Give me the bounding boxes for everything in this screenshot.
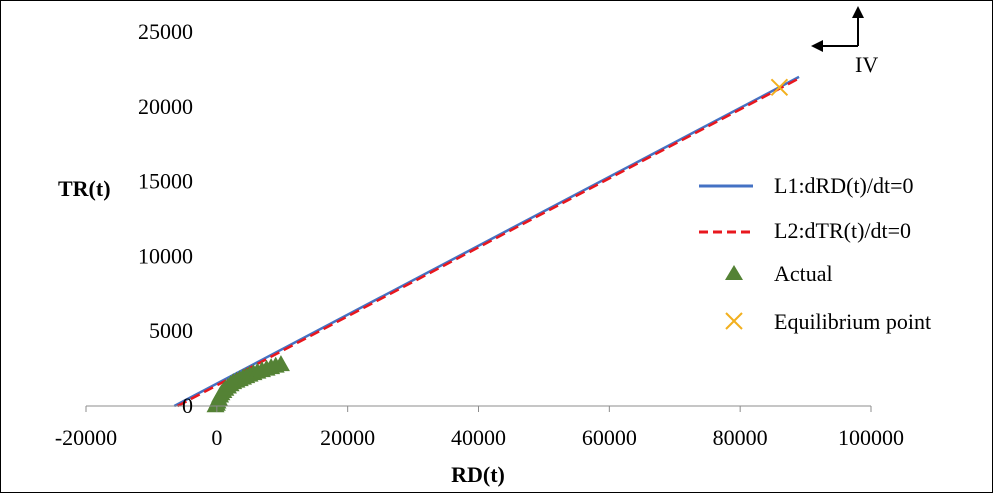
legend-label-l2: L2:dTR(t)/dt=0 — [774, 218, 911, 243]
x-tick-label: 100000 — [838, 425, 904, 450]
quadrant-indicator: IV — [811, 6, 878, 77]
legend: L1:dRD(t)/dt=0 L2:dTR(t)/dt=0 Actual Equ… — [699, 173, 931, 334]
y-tick-label: 10000 — [138, 243, 193, 268]
series-line-2 — [177, 77, 800, 408]
series-line-1 — [173, 75, 800, 408]
quadrant-label: IV — [855, 52, 878, 77]
legend-swatch-equilibrium — [725, 312, 743, 330]
legend-label-l1: L1:dRD(t)/dt=0 — [774, 173, 914, 198]
arrow-left-icon — [811, 40, 823, 52]
x-tick-label: 0 — [211, 425, 222, 450]
legend-label-equilibrium: Equilibrium point — [774, 309, 931, 334]
x-tick-label: 20000 — [320, 425, 375, 450]
y-tick-label: 25000 — [138, 19, 193, 44]
actual-point — [271, 355, 290, 372]
x-ticks: -20000 0 20000 40000 60000 80000 100000 — [55, 406, 904, 450]
arrow-up-icon — [852, 6, 864, 18]
x-tick-label: -20000 — [55, 425, 117, 450]
x-tick-label: 60000 — [582, 425, 637, 450]
y-ticks: 0 5000 10000 15000 20000 25000 — [138, 19, 193, 418]
legend-swatch-actual — [725, 265, 743, 280]
x-tick-label: 80000 — [713, 425, 768, 450]
equilibrium-point — [770, 78, 789, 97]
plot-markers — [206, 78, 789, 413]
y-tick-label: 15000 — [138, 169, 193, 194]
legend-label-actual: Actual — [774, 261, 833, 286]
y-tick-label: 0 — [182, 393, 193, 418]
x-tick-label: 40000 — [451, 425, 506, 450]
x-axis-label: RD(t) — [451, 462, 505, 487]
y-axis-label: TR(t) — [58, 176, 111, 201]
y-tick-label: 20000 — [138, 94, 193, 119]
plot-lines — [173, 75, 800, 408]
y-tick-label: 5000 — [149, 318, 193, 343]
